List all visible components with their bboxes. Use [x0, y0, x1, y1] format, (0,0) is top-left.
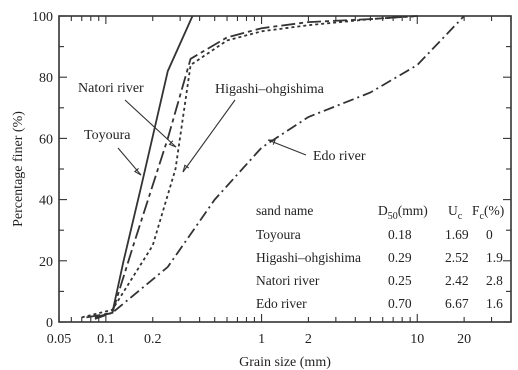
annotation-natori-river: Natori river — [78, 81, 144, 96]
arrow-higashi-ohgishima — [182, 99, 236, 173]
x-tick-label: 1 — [258, 332, 265, 347]
x-tick-label: 2 — [305, 332, 312, 347]
annotation-arrows — [117, 99, 307, 176]
table-header-fc: Fc(%) — [472, 203, 504, 222]
table-header-sand-name: sand name — [256, 203, 313, 218]
y-tick-label: 40 — [39, 194, 53, 209]
y-tick-label: 0 — [46, 316, 53, 331]
curve-toyoura — [94, 15, 194, 319]
arrow-toyoura — [117, 147, 142, 176]
arrow-toyoura-head — [133, 168, 142, 176]
x-axis-ticks: 0.05 0.1 0.2 1 2 10 20 — [47, 16, 512, 347]
y-axis-label: Percentage finer (%) — [11, 111, 26, 227]
table-row-d50: 0.70 — [388, 296, 412, 311]
table-header-uc: Uc — [448, 203, 463, 222]
x-tick-label: 20 — [457, 332, 471, 347]
table-row-d50: 0.29 — [388, 250, 412, 265]
x-axis-label: Grain size (mm) — [239, 355, 331, 370]
x-tick-label: 0.05 — [47, 332, 72, 347]
table-row-d50: 0.25 — [388, 273, 412, 288]
properties-table: sand name D50(mm) Uc Fc(%) Toyoura 0.18 … — [256, 203, 504, 311]
grading-curves — [81, 15, 465, 320]
curve-natori-river — [81, 15, 418, 319]
table-row-uc: 2.52 — [445, 250, 469, 265]
table-row-uc: 2.42 — [445, 273, 469, 288]
arrow-natori-river — [124, 99, 177, 148]
table-row-name: Higashi–ohgishima — [256, 250, 361, 265]
table-row-d50: 0.18 — [388, 227, 412, 242]
table-row-name: Edo river — [256, 296, 307, 311]
arrow-natori-river-head — [168, 140, 177, 148]
x-tick-label: 0.1 — [97, 332, 115, 347]
annotation-higashi-ohgishima: Higashi–ohgishima — [215, 82, 325, 97]
table-row-name: Toyoura — [256, 227, 301, 242]
table-row-name: Natori river — [256, 273, 320, 288]
arrow-higashi-ohgishima-head — [182, 164, 190, 173]
y-tick-label: 60 — [39, 132, 53, 147]
y-tick-label: 100 — [32, 10, 53, 25]
y-tick-label: 80 — [39, 71, 53, 86]
curve-higashi-ohgishima — [86, 15, 418, 319]
arrow-edo-river-head — [267, 139, 276, 145]
y-axis-ticks: 0 20 40 60 80 100 — [32, 10, 511, 331]
x-tick-label: 0.2 — [144, 332, 162, 347]
table-header-d50: D50(mm) — [378, 203, 428, 222]
table-row-fc: 2.8 — [486, 273, 503, 288]
table-row-fc: 0 — [486, 227, 493, 242]
y-tick-label: 20 — [39, 255, 53, 270]
x-tick-label: 10 — [410, 332, 424, 347]
table-row-uc: 1.69 — [445, 227, 469, 242]
annotation-toyoura: Toyoura — [84, 128, 131, 143]
curve-edo-river — [94, 15, 465, 320]
table-row-uc: 6.67 — [445, 296, 469, 311]
annotation-edo-river: Edo river — [313, 149, 366, 164]
table-row-fc: 1.6 — [486, 296, 503, 311]
table-row-fc: 1.9 — [486, 250, 503, 265]
